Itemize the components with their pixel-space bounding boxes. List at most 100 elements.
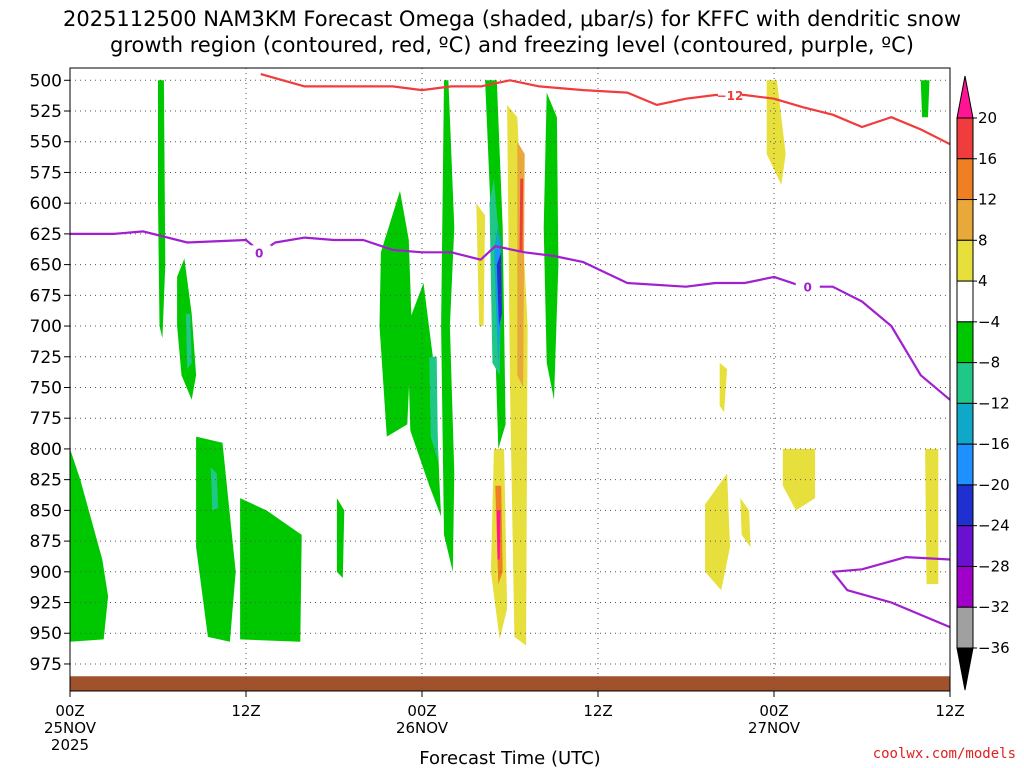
colorbar-segment [956,280,974,323]
y-axis: 500 525 550 575 600 625 650 675 700 725 750 775 800 8… [30,71,70,675]
y-tick-label: 525 [30,102,62,122]
omega-region-8 [379,190,412,437]
colorbar-label: 16 [978,150,997,168]
y-tick-label: 550 [30,133,62,153]
omega-region-7 [336,498,345,578]
omega-region-20 [496,510,501,560]
dgz-contour-line [260,73,951,146]
colorbar-segment [956,443,974,486]
colorbar-label: 20 [978,109,997,127]
x-tick-date: 26NOV [396,719,449,737]
omega-region-16 [496,252,502,326]
grid-lines [69,68,951,691]
colorbar-segment [956,606,974,649]
colorbar-bottom-arrow [956,647,974,691]
y-tick-label: 500 [30,71,62,91]
y-tick-label: 950 [30,624,62,644]
colorbar-segment [956,402,974,445]
colorbar-label: −4 [978,313,1000,331]
credit-text: coolwx.com/models [873,746,1016,762]
dgz-contour-label: −12 [717,89,744,103]
y-tick-label: 875 [30,532,62,552]
omega-region-26 [705,473,730,591]
contour-lines: −12 0 0 [70,73,951,629]
colorbar-segment [956,565,974,608]
colorbar-label: −16 [978,435,1010,453]
colorbar-label: −24 [978,517,1010,535]
chart-title-line2: growth region (contoured, red, ºC) and f… [110,33,914,57]
freezing-contour-label-1-bg [247,245,272,260]
y-tick-label: 725 [30,348,62,368]
y-tick-label: 625 [30,225,62,245]
omega-region-2 [185,313,192,370]
y-tick-label: 925 [30,594,62,614]
omega-region-27 [740,498,751,548]
chart-title-line1: 2025112500 NAM3KM Forecast Omega (shaded… [63,7,961,31]
y-tick-label: 600 [30,194,62,214]
colorbar-label: −28 [978,557,1010,575]
y-tick-label: 800 [30,440,62,460]
y-tick-label: 575 [30,163,62,183]
freezing-contour-label-2-bg [795,279,820,294]
colorbar-label: −12 [978,394,1010,412]
colorbar-segment [956,484,974,527]
omega-region-9 [407,283,442,517]
x-tick-year: 2025 [51,736,89,754]
ground-surface [70,676,950,691]
omega-region-0 [158,80,166,339]
colorbar-segment [956,239,974,282]
omega-region-3 [70,448,109,642]
x-tick-label: 12Z [231,702,260,720]
x-tick-label: 12Z [583,702,612,720]
omega-region-4 [196,436,236,642]
omega-region-11 [429,356,439,462]
y-tick-label: 975 [30,655,62,675]
omega-region-5 [210,467,219,511]
omega-region-6 [240,498,302,642]
omega-region-24 [766,80,786,185]
colorbar-label: 4 [978,272,988,290]
colorbar-label: −32 [978,598,1010,616]
colorbar-segment [956,525,974,567]
y-tick-label: 850 [30,501,62,521]
colorbar-segment [956,199,974,241]
x-tick-date: 25NOV [44,719,97,737]
colorbar-label: 8 [978,231,988,249]
colorbar-label: −36 [978,639,1010,657]
x-tick-label: 00Z [55,702,84,720]
omega-region-30 [920,80,930,118]
y-tick-label: 750 [30,378,62,398]
colorbar: 20 16 12 8 4 −4 −8 −12 −16 −20 −24 −28 −32 −36 [956,75,1010,691]
omega-region-28 [782,448,816,511]
y-tick-label: 675 [30,286,62,306]
freezing-contour-label-2: 0 [804,281,812,295]
omega-region-25 [719,362,728,413]
omega-region-29 [925,448,939,585]
colorbar-segment [956,158,974,201]
colorbar-segment [956,362,974,404]
y-tick-label: 700 [30,317,62,337]
x-tick-label: 12Z [935,702,964,720]
plot-frame [69,67,951,692]
x-tick-label: 00Z [759,702,788,720]
x-tick-date: 27NOV [748,719,801,737]
colorbar-label: −20 [978,476,1010,494]
colorbar-segment [956,321,974,364]
y-tick-label: 825 [30,471,62,491]
y-tick-label: 775 [30,409,62,429]
omega-region-31 [543,92,559,400]
freezing-level-line-lower [831,555,951,629]
dgz-contour-label-bg [718,88,742,103]
x-tick-label: 00Z [407,702,436,720]
y-tick-label: 650 [30,256,62,276]
y-tick-label: 900 [30,563,62,583]
colorbar-label: 12 [978,191,997,209]
x-axis-label: Forecast Time (UTC) [419,748,600,768]
freezing-contour-label-1: 0 [255,246,263,260]
omega-region-10 [441,80,455,572]
colorbar-top-arrow [956,75,974,119]
plot-area: −12 0 0 [69,67,951,692]
colorbar-label: −8 [978,354,1000,372]
